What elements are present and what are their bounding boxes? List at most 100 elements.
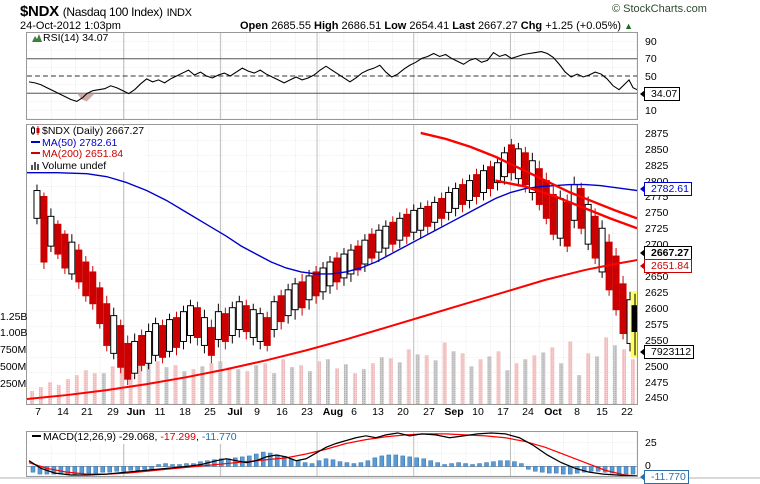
macd-legend-v3: -11.770 <box>201 431 237 443</box>
macd-legend-v2: -17.299 <box>160 431 196 443</box>
rsi-legend-label: RSI(14) 34.07 <box>43 32 109 44</box>
price-ytick-2550: 2550 <box>645 335 669 347</box>
price-current-value-flag: 2667.27 <box>640 246 692 260</box>
rsi-indicator-icon <box>32 33 42 42</box>
change-value: +1.25 (+0.05%) <box>545 20 622 32</box>
price-legend-main: $NDX (Daily) 2667.27 <box>42 125 145 137</box>
volume-ytick-1-25b: 1.25B <box>0 311 28 323</box>
price-ytick-2750: 2750 <box>645 207 669 219</box>
price-ytick-2475: 2475 <box>645 377 669 389</box>
rsi-ytick-70: 70 <box>645 53 657 65</box>
price-ytick-2825: 2825 <box>645 160 669 172</box>
rsi-panel <box>26 32 638 120</box>
price-legend-ma200: MA(200) 2651.84 <box>42 148 124 160</box>
macd-swatch-icon <box>32 435 41 438</box>
price-ytick-2450: 2450 <box>645 392 669 404</box>
macd-legend-name: MACD(12,26,9) <box>43 431 116 443</box>
xtick-22: 8 <box>574 406 580 418</box>
xtick-17-month: Sep <box>444 406 464 418</box>
macd-signal-line <box>28 433 637 476</box>
macd-legend-v1: -29.068 <box>118 431 155 443</box>
ma50-upper-extension <box>495 179 637 230</box>
macd-current-value-flag: -11.770 <box>640 470 689 484</box>
rsi-legend: RSI(14) 34.07 <box>30 32 111 45</box>
rsi-ytick-10: 10 <box>645 105 657 117</box>
xtick-8-month: Jul <box>227 406 243 418</box>
macd-ytick-25: 25 <box>645 437 657 449</box>
x-axis: 7 14 21 29 Jun 11 18 25 Jul 9 16 23 Aug … <box>26 406 638 422</box>
xtick-21-month: Oct <box>544 406 562 418</box>
macd-ytick-0: 0 <box>645 460 651 472</box>
xtick-4-month: Jun <box>126 406 146 418</box>
volume-bars-icon <box>31 161 41 170</box>
xtick-5: 11 <box>154 406 166 418</box>
page-title: $NDX (Nasdaq 100 Index) INDX <box>20 3 192 20</box>
volume-ytick-250m: 250M <box>0 378 27 390</box>
macd-legend-sep1: , <box>154 431 158 443</box>
rsi-current-value-flag: 34.07 <box>639 87 681 101</box>
symbol-label: $NDX <box>20 3 59 20</box>
price-ytick-2875: 2875 <box>645 128 669 140</box>
candlestick-icon <box>31 126 41 135</box>
xtick-0: 7 <box>35 406 41 418</box>
xtick-9: 9 <box>254 406 260 418</box>
current-candle-highlight <box>630 291 637 358</box>
ohlc-quote-bar: Open 2685.55 High 2686.51 Low 2654.41 La… <box>240 20 633 32</box>
xtick-2: 21 <box>81 406 93 418</box>
xtick-15: 20 <box>397 406 409 418</box>
rsi-ytick-90: 90 <box>645 36 657 48</box>
last-value: 2667.27 <box>477 20 518 32</box>
xtick-1: 14 <box>57 406 69 418</box>
xtick-7: 25 <box>204 406 216 418</box>
rsi-ytick-50: 50 <box>645 71 657 83</box>
exchange-label: INDX <box>166 7 192 19</box>
open-label: Open <box>240 20 269 32</box>
rsi-plot <box>27 33 637 119</box>
macd-line <box>28 432 637 476</box>
macd-plot <box>27 432 637 476</box>
volume-ytick-1-00b: 1.00B <box>0 327 28 339</box>
price-ytick-2500: 2500 <box>645 361 669 373</box>
quote-datetime: 24-Oct-2012 1:03pm <box>20 20 121 32</box>
ma200-line <box>27 259 637 401</box>
xtick-13: 6 <box>351 406 357 418</box>
xtick-24: 22 <box>621 406 633 418</box>
macd-legend: MACD(12,26,9) -29.068, -17.299, -11.770 <box>30 431 239 444</box>
up-arrow-icon: ▲ <box>624 21 634 31</box>
xtick-12-month: Aug <box>322 406 344 418</box>
xtick-6: 18 <box>179 406 191 418</box>
low-label: Low <box>384 20 407 32</box>
index-name-label: (Nasdaq 100 Index) <box>62 5 163 19</box>
window-bottom-edge <box>0 477 760 479</box>
ma200-value-flag: 2651.84 <box>640 259 692 273</box>
open-value: 2685.55 <box>271 20 311 32</box>
ma50-value-flag: 2782.61 <box>640 182 692 196</box>
price-ytick-2575: 2575 <box>645 319 669 331</box>
xtick-3: 29 <box>107 406 119 418</box>
last-label: Last <box>452 20 475 32</box>
ma50-swatch-icon <box>31 140 40 143</box>
xtick-10: 16 <box>276 406 288 418</box>
xtick-20: 24 <box>522 406 534 418</box>
price-legend-volume: Volume undef <box>42 159 107 172</box>
xtick-23: 15 <box>596 406 608 418</box>
xtick-18: 10 <box>472 406 484 418</box>
ma200-upper-extension <box>420 131 637 220</box>
price-legend: $NDX (Daily) 2667.27 MA(50) 2782.61 MA(2… <box>30 125 146 172</box>
volume-ytick-500m: 500M <box>0 361 27 373</box>
price-legend-ma50: MA(50) 2782.61 <box>42 136 118 149</box>
ma50-line <box>27 171 637 275</box>
volume-ytick-750m: 750M <box>0 344 27 356</box>
high-value: 2686.51 <box>341 20 382 32</box>
xtick-11: 23 <box>301 406 313 418</box>
price-ytick-2625: 2625 <box>645 287 669 299</box>
price-ytick-2600: 2600 <box>645 303 669 315</box>
macd-legend-sep2: , <box>195 431 199 443</box>
xtick-14: 13 <box>372 406 384 418</box>
price-ytick-2850: 2850 <box>645 144 669 156</box>
ma200-swatch-icon <box>31 152 40 155</box>
candlestick-series <box>33 138 634 386</box>
high-label: High <box>314 20 339 32</box>
low-value: 2654.41 <box>409 20 450 32</box>
